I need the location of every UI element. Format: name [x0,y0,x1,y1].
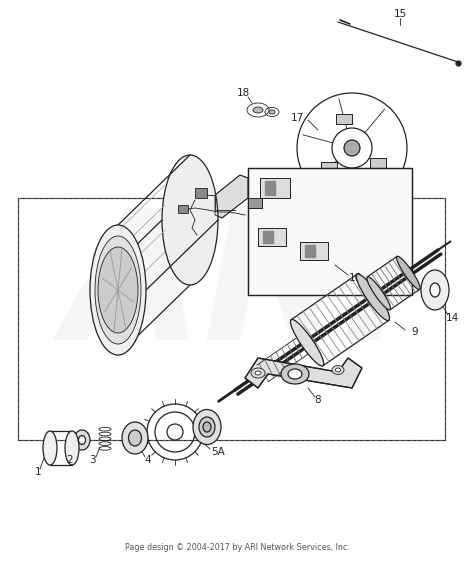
Ellipse shape [90,225,146,355]
Ellipse shape [128,430,142,446]
Text: 15: 15 [393,9,407,19]
Bar [300,242,328,260]
Circle shape [344,140,360,156]
Polygon shape [248,168,412,295]
Bar [260,178,290,198]
Ellipse shape [122,422,148,454]
Ellipse shape [332,365,344,374]
Text: 1: 1 [35,467,41,477]
Ellipse shape [95,236,141,344]
Bar [370,158,386,168]
Text: 9: 9 [412,327,419,337]
Bar [178,205,188,213]
Ellipse shape [251,368,265,378]
Text: 8: 8 [315,395,321,405]
Ellipse shape [203,422,211,432]
Bar [195,188,207,198]
Ellipse shape [193,409,221,445]
Polygon shape [245,358,362,388]
Bar [260,178,290,198]
Text: 5A: 5A [211,447,225,457]
Ellipse shape [288,369,302,379]
Ellipse shape [269,110,275,114]
Ellipse shape [74,430,90,450]
Bar [336,114,352,124]
Polygon shape [215,175,248,218]
Ellipse shape [281,364,309,384]
Text: 2: 2 [67,455,73,465]
Ellipse shape [397,256,420,289]
Bar [370,158,386,168]
Ellipse shape [79,436,85,445]
Ellipse shape [430,283,440,297]
Ellipse shape [43,431,57,465]
Polygon shape [265,181,275,195]
Ellipse shape [291,319,324,366]
Bar [248,198,262,208]
Bar [321,162,337,172]
Bar [248,198,262,208]
Bar [258,228,286,246]
Bar [300,242,328,260]
Ellipse shape [421,270,449,310]
Text: 18: 18 [237,88,250,98]
Polygon shape [263,231,273,243]
Bar [321,162,337,172]
Text: ARI: ARI [64,202,410,378]
Bar [336,114,352,124]
Ellipse shape [253,107,263,113]
Ellipse shape [356,274,390,320]
Ellipse shape [336,368,340,372]
Text: 4: 4 [145,455,151,465]
Ellipse shape [367,276,391,310]
Ellipse shape [65,431,79,465]
Text: 14: 14 [446,313,459,323]
Ellipse shape [199,417,215,437]
Text: 16: 16 [348,273,362,283]
Polygon shape [305,245,315,257]
Ellipse shape [255,371,261,375]
Text: 17: 17 [291,113,304,123]
Ellipse shape [98,247,138,333]
Ellipse shape [162,155,218,285]
Text: 3: 3 [89,455,95,465]
Bar [258,228,286,246]
Text: Page design © 2004-2017 by ARI Network Services, Inc.: Page design © 2004-2017 by ARI Network S… [125,543,349,552]
